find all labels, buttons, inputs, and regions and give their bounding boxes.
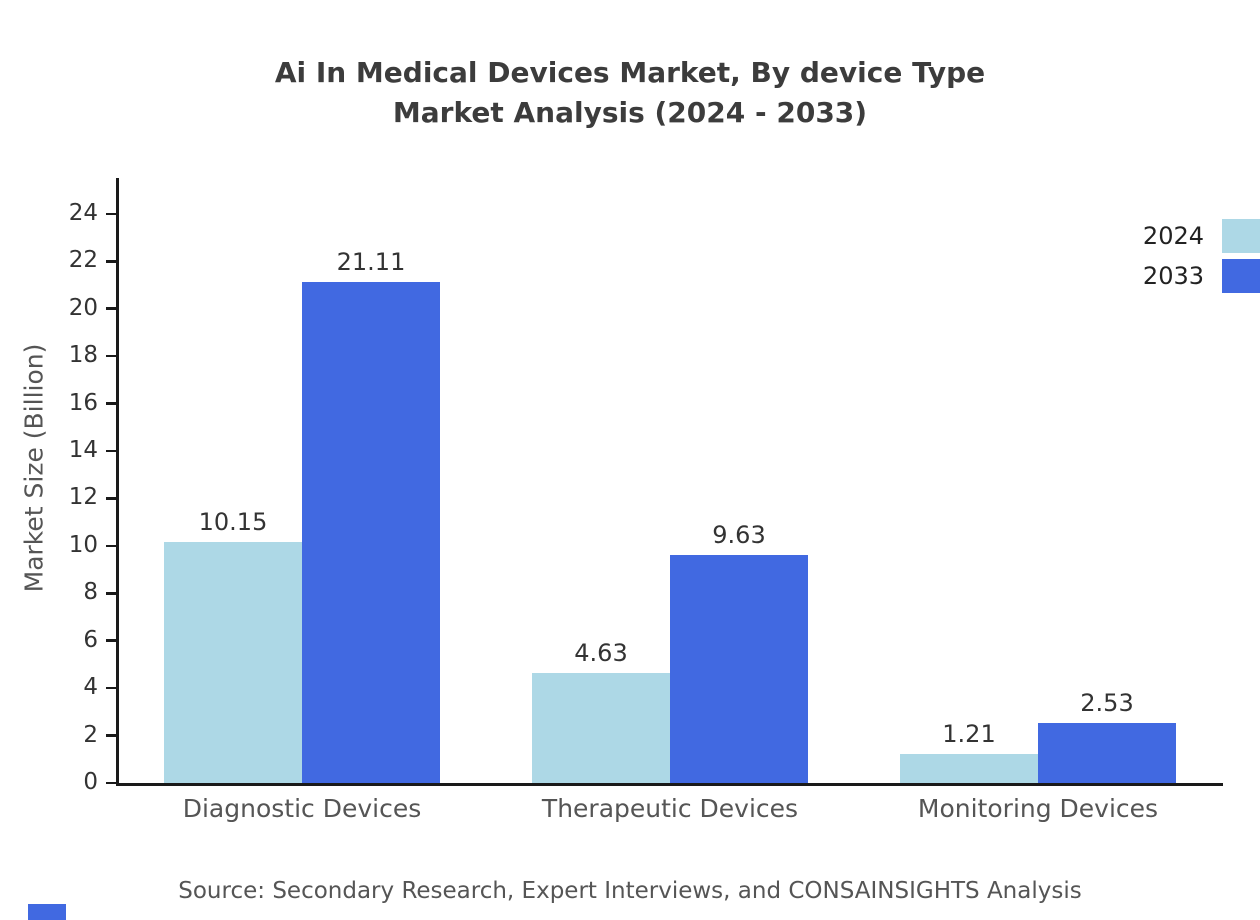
y-axis-line <box>116 178 119 786</box>
bar-col: 4.63 <box>532 639 670 783</box>
bar-col: 10.15 <box>164 508 302 783</box>
y-tick-label: 14 <box>68 436 98 463</box>
y-tick-label: 18 <box>68 342 98 369</box>
y-tick-label: 4 <box>83 674 98 701</box>
y-tick-label: 0 <box>83 769 98 795</box>
bar-col: 2.53 <box>1038 689 1176 783</box>
y-tick-label: 16 <box>68 389 98 416</box>
chart-title: Ai In Medical Devices Market, By device … <box>0 53 1260 133</box>
x-axis-labels: Diagnostic Devices Therapeutic Devices Mon… <box>118 794 1222 823</box>
bar-2033-therapeutic-devices <box>670 554 808 783</box>
bar-col: 21.11 <box>302 248 440 783</box>
x-category-label-therapeutic-devices: Therapeutic Devices <box>541 794 799 823</box>
bar-value-label: 9.63 <box>712 520 766 549</box>
bar-2024-monitoring-devices <box>900 754 1038 783</box>
y-tick-mark <box>106 260 116 263</box>
bar-value-label: 21.11 <box>336 248 406 277</box>
legend-label: 2033 <box>1142 262 1204 290</box>
chart-title-line1: Ai In Medical Devices Market, By device … <box>274 56 986 89</box>
y-tick-label: 8 <box>83 579 98 606</box>
y-tick-label: 24 <box>68 199 98 226</box>
y-tick-label: 2 <box>83 721 98 748</box>
y-tick-mark <box>106 686 116 690</box>
bar-2024-therapeutic-devices <box>532 673 670 783</box>
legend-swatch <box>1222 259 1260 293</box>
source-note: Source: Secondary Research, Expert Inter… <box>178 878 1082 904</box>
bar-value-label: 1.21 <box>942 720 996 749</box>
y-tick-label: 12 <box>68 484 98 511</box>
legend-label: 2024 <box>1142 222 1204 250</box>
bar-group-monitoring-devices: 1.21 2.53 <box>854 183 1222 783</box>
x-category-label-monitoring-devices: Monitoring Devices <box>917 794 1159 823</box>
bar-value-label: 4.63 <box>574 639 628 668</box>
y-tick-mark <box>106 592 116 595</box>
y-tick-mark <box>106 307 116 310</box>
legend-entry-2024: 2024 <box>1128 216 1260 256</box>
y-tick-mark <box>106 781 116 785</box>
y-tick-mark <box>106 734 116 737</box>
y-tick-label: 6 <box>83 626 98 653</box>
x-category-label-diagnostic-devices: Diagnostic Devices <box>182 794 422 823</box>
legend-swatch <box>1222 219 1260 253</box>
x-axis-line <box>116 783 1223 786</box>
bar-value-label: 2.53 <box>1080 689 1134 717</box>
y-tick-label: 20 <box>68 294 98 321</box>
y-tick-mark <box>106 354 116 358</box>
y-tick-mark <box>106 544 116 548</box>
bar-2033-monitoring-devices <box>1038 723 1176 783</box>
bar-2024-diagnostic-devices <box>164 542 302 783</box>
y-tick-mark <box>106 212 116 216</box>
bar-2033-diagnostic-devices <box>302 282 440 783</box>
y-tick-mark <box>106 497 116 500</box>
bottom-left-logo <box>28 904 66 920</box>
bar-col: 1.21 <box>900 720 1038 783</box>
y-tick-mark <box>106 449 116 453</box>
plot-area: 0 2 4 6 8 10 12 14 16 18 20 22 24 10.15 21.11 4.63 9.63… <box>69 178 1223 795</box>
bar-group-diagnostic-devices: 10.15 21.11 <box>118 183 486 783</box>
y-axis-title: Market Size (Billion) <box>19 343 49 593</box>
y-tick-label: 10 <box>68 531 98 558</box>
y-tick-mark <box>106 402 116 405</box>
legend-entry-2033: 2033 <box>1128 256 1260 296</box>
bar-group-therapeutic-devices: 4.63 9.63 <box>486 183 854 783</box>
y-tick-mark <box>106 639 116 642</box>
bar-value-label: 10.15 <box>198 508 268 537</box>
legend: 2024 2033 <box>1128 216 1260 296</box>
bar-col: 9.63 <box>670 521 808 783</box>
y-tick-label: 22 <box>68 247 98 274</box>
chart-title-line2: Market Analysis (2024 - 2033) <box>392 96 868 129</box>
bar-groups: 10.15 21.11 4.63 9.63 1.21 2.53 <box>118 183 1222 783</box>
